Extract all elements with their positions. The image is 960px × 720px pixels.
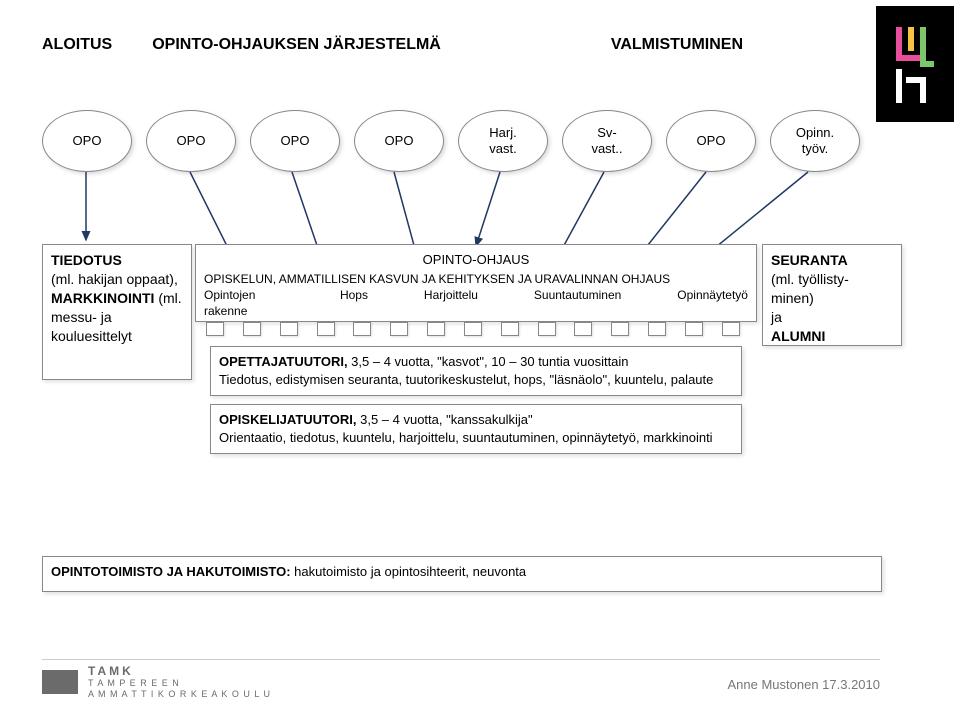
tamk-text: TAMK T A M P E R E E NA M M A T T I K O … <box>88 664 271 700</box>
ellipse-5: Sv-vast.. <box>562 110 652 172</box>
slide-root: ALOITUS OPINTO-OHJAUKSEN JÄRJESTELMÄ VAL… <box>0 0 960 720</box>
tu2-body: Orientaatio, tiedotus, kuuntelu, harjoit… <box>219 430 713 445</box>
mini-box <box>501 322 519 336</box>
mini-box <box>427 322 445 336</box>
header-labels: ALOITUS OPINTO-OHJAUKSEN JÄRJESTELMÄ VAL… <box>42 36 840 54</box>
mini-box <box>538 322 556 336</box>
col-3: Suuntautuminen <box>534 287 621 319</box>
mini-box <box>317 322 335 336</box>
opintotoimisto-box: OPINTOTOIMISTO JA HAKUTOIMISTO: hakutoim… <box>42 556 882 592</box>
tiedotus-box: TIEDOTUS (ml. hakijan oppaat), MARKKINOI… <box>42 244 192 380</box>
tamk-mark-icon <box>42 670 78 694</box>
seuranta-title: SEURANTA <box>771 252 848 268</box>
mini-box-row <box>206 322 740 336</box>
tu2-heading: OPISKELIJATUUTORI, <box>219 412 356 427</box>
footer-divider <box>42 659 880 660</box>
ellipse-0: OPO <box>42 110 132 172</box>
mini-box <box>648 322 666 336</box>
seuranta-box: SEURANTA (ml. työllisty-minen)jaALUMNI <box>762 244 902 346</box>
ellipse-6: OPO <box>666 110 756 172</box>
col-0: Opintojen rakenne <box>204 287 284 319</box>
header-valmistuminen: VALMISTUMINEN <box>611 36 743 54</box>
header-aloitus: ALOITUS <box>42 36 112 54</box>
mini-box <box>574 322 592 336</box>
ellipse-4: Harj.vast. <box>458 110 548 172</box>
tiedotus-body: (ml. hakijan oppaat), MARKKINOINTI (ml. … <box>51 271 182 344</box>
tu2-rest: 3,5 – 4 vuotta, "kanssakulkija" <box>356 412 532 427</box>
opettajatuutori-box: OPETTAJATUUTORI, 3,5 – 4 vuotta, "kasvot… <box>210 346 742 396</box>
mini-box <box>206 322 224 336</box>
mini-box <box>280 322 298 336</box>
tu1-rest: 3,5 – 4 vuotta, "kasvot", 10 – 30 tuntia… <box>348 354 629 369</box>
col-4: Opinnäytetyö <box>677 287 748 319</box>
mini-box <box>611 322 629 336</box>
main-line2: OPISKELUN, AMMATILLISEN KASVUN JA KEHITY… <box>204 271 748 287</box>
tu1-body: Tiedotus, edistymisen seuranta, tuutorik… <box>219 372 713 387</box>
header-opinto: OPINTO-OHJAUKSEN JÄRJESTELMÄ <box>152 36 441 54</box>
org-big: TAMK <box>88 664 271 678</box>
mini-box <box>685 322 703 336</box>
ellipse-row: OPOOPOOPOOPOHarj.vast.Sv-vast..OPOOpinn.… <box>42 110 880 172</box>
col-1: Hops <box>340 287 368 319</box>
opiskelijatuutori-box: OPISKELIJATUUTORI, 3,5 – 4 vuotta, "kans… <box>210 404 742 454</box>
ellipse-7: Opinn.työv. <box>770 110 860 172</box>
footer-right: Anne Mustonen 17.3.2010 <box>727 677 880 692</box>
main-line1: OPINTO-OHJAUS <box>204 251 748 269</box>
col-2: Harjoittelu <box>424 287 478 319</box>
ellipse-1: OPO <box>146 110 236 172</box>
mini-box <box>243 322 261 336</box>
tu1-heading: OPETTAJATUUTORI, <box>219 354 348 369</box>
mini-box <box>722 322 740 336</box>
ellipse-2: OPO <box>250 110 340 172</box>
main-ohjaus-box: OPINTO-OHJAUS OPISKELUN, AMMATILLISEN KA… <box>195 244 757 322</box>
org-small: T A M P E R E E NA M M A T T I K O R K E… <box>88 678 271 700</box>
mini-box <box>464 322 482 336</box>
tiedotus-title: TIEDOTUS <box>51 252 122 268</box>
ellipse-3: OPO <box>354 110 444 172</box>
seuranta-body: (ml. työllisty-minen)jaALUMNI <box>771 271 849 344</box>
footer-logo: TAMK T A M P E R E E NA M M A T T I K O … <box>42 664 271 700</box>
bottom-rest: hakutoimisto ja opintosihteerit, neuvont… <box>291 564 527 579</box>
bottom-heading: OPINTOTOIMISTO JA HAKUTOIMISTO: <box>51 564 291 579</box>
mini-box <box>353 322 371 336</box>
mini-box <box>390 322 408 336</box>
main-cols: Opintojen rakenne Hops Harjoittelu Suunt… <box>204 287 748 319</box>
brand-corner-logo <box>876 6 954 122</box>
